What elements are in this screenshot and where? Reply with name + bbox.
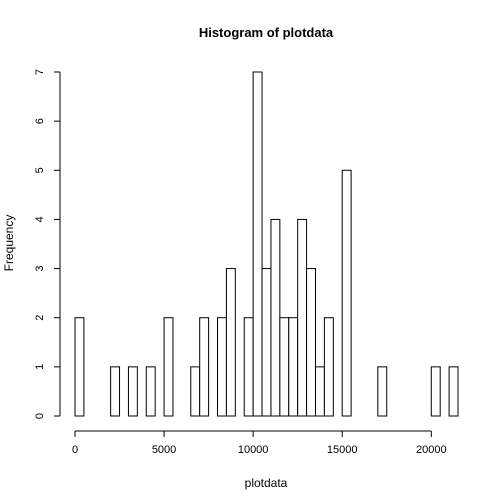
x-axis: 0 5000 10000 15000 20000 [72, 430, 447, 456]
histogram-bar [323, 317, 334, 417]
x-tick-label: 0 [72, 444, 78, 456]
histogram-bar [199, 317, 210, 417]
x-axis-label: plotdata [245, 476, 288, 490]
histogram-bar [377, 366, 388, 417]
y-tick-label: 2 [34, 315, 46, 321]
histogram-bar [217, 317, 227, 417]
histogram-bar [225, 268, 236, 417]
histogram-bar [270, 218, 281, 417]
y-tick-label: 1 [34, 364, 46, 370]
histogram-bar [314, 366, 325, 417]
bars-group [74, 71, 459, 417]
y-tick-label: 5 [34, 167, 46, 173]
y-axis: 0 1 2 3 4 5 6 7 [34, 69, 61, 419]
y-tick-label: 4 [34, 216, 46, 222]
x-tick-label: 10000 [238, 444, 269, 456]
histogram-bar [74, 317, 85, 417]
histogram-bar [448, 366, 459, 417]
histogram-bar [288, 317, 299, 417]
x-tick-label: 20000 [416, 444, 447, 456]
histogram-bar [261, 268, 272, 417]
histogram-bar [341, 169, 352, 417]
y-tick-label: 7 [34, 69, 46, 75]
y-tick-label: 3 [34, 266, 46, 272]
histogram-bar [190, 366, 201, 417]
y-axis-label: Frequency [2, 215, 16, 272]
histogram-bar [163, 317, 174, 417]
y-tick-label: 6 [34, 118, 46, 124]
x-tick-label: 15000 [327, 444, 358, 456]
y-tick-label: 0 [34, 413, 46, 419]
histogram-bar [252, 71, 263, 417]
histogram-bar [297, 218, 308, 417]
histogram-bar [145, 366, 156, 417]
histogram-bar [243, 317, 254, 417]
x-tick-label: 5000 [152, 444, 176, 456]
histogram-bar [127, 366, 138, 417]
histogram-bar [110, 366, 121, 417]
histogram-bar [430, 366, 441, 417]
histogram-bar [279, 317, 290, 417]
chart-title: Histogram of plotdata [199, 25, 334, 40]
histogram-bar [306, 268, 316, 417]
